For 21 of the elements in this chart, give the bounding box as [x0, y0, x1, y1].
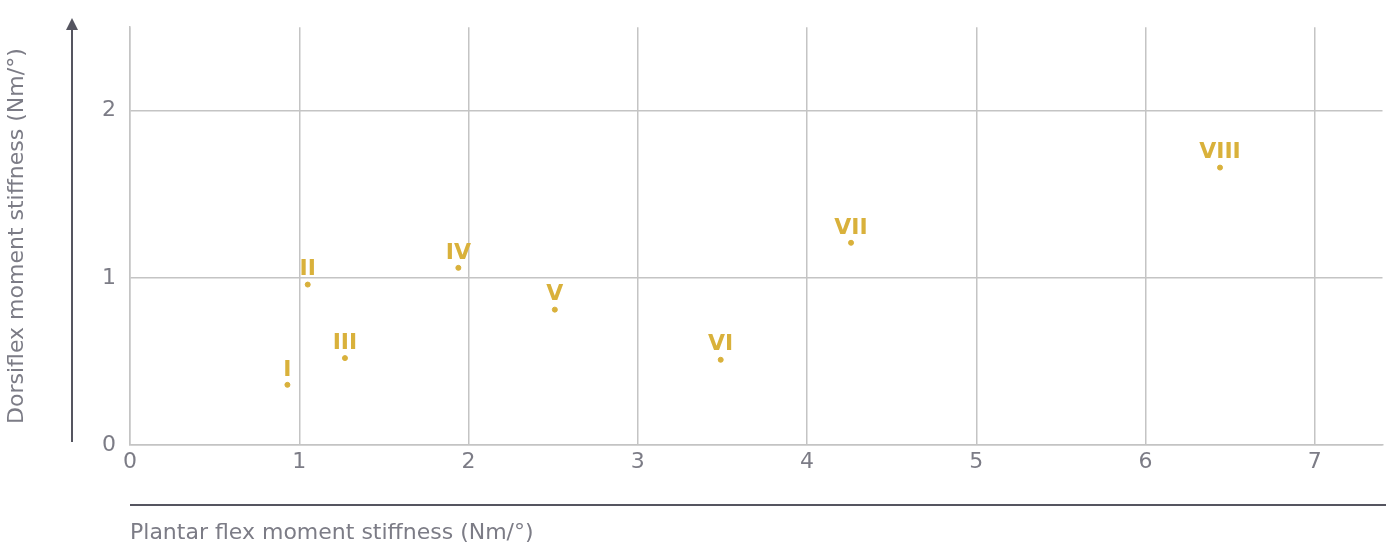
x-tick-label: 5 [969, 447, 984, 473]
x-axis-title: Plantar flex moment stiffness (Nm/°) [130, 518, 534, 544]
x-tick-label: 1 [292, 447, 307, 473]
data-label: I [283, 355, 292, 381]
x-tick-label: 2 [461, 447, 476, 473]
data-label: VII [834, 213, 868, 239]
data-label: VIII [1199, 138, 1241, 164]
y-tick-label: 1 [102, 263, 116, 289]
x-tick-label: 0 [123, 447, 137, 473]
data-label: V [546, 280, 564, 306]
data-label: VI [708, 330, 734, 356]
y-tick-label: 0 [102, 430, 116, 456]
x-tick-label: 7 [1307, 447, 1322, 473]
data-label: III [332, 328, 358, 354]
data-label: IV [445, 238, 471, 264]
x-tick-label: 3 [630, 447, 645, 473]
data-label: II [299, 255, 316, 281]
y-tick-label: 2 [102, 96, 116, 122]
y-axis-title: Dorsiflex moment stiffness (Nm/°) [2, 48, 28, 424]
x-tick-label: 6 [1138, 447, 1153, 473]
x-tick-label: 4 [800, 447, 815, 473]
